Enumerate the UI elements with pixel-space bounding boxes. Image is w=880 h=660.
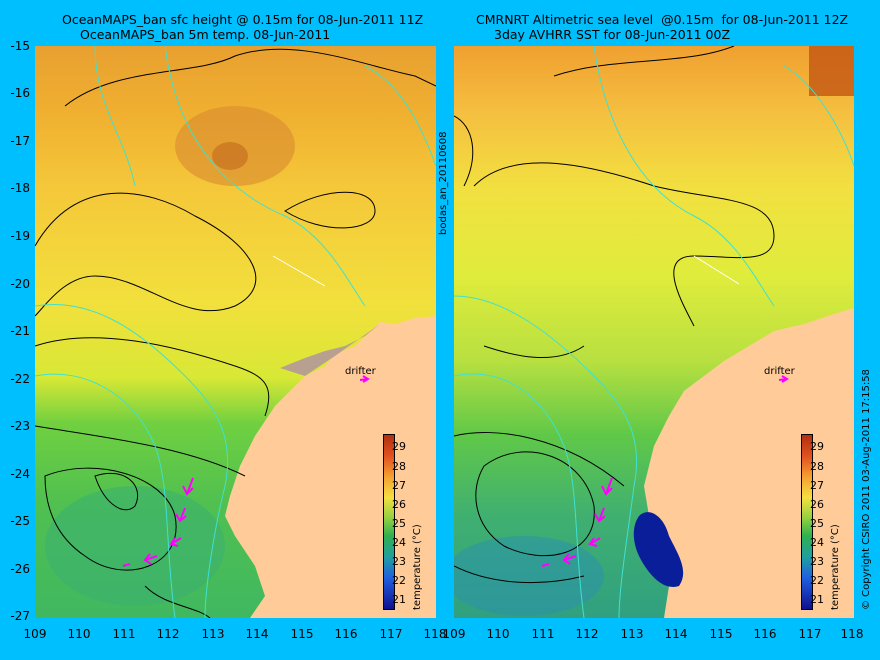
left-drifter-arrow-2 xyxy=(182,477,194,496)
right-hot-patch xyxy=(809,46,854,96)
right-drifter-track xyxy=(541,375,789,567)
lon-tick: 116 xyxy=(334,627,358,641)
right-cb-tick: 28 xyxy=(810,460,824,473)
right-colorbar xyxy=(801,434,813,610)
left-drifter-arrow-4 xyxy=(169,537,182,547)
lat-tick: -16 xyxy=(10,86,30,100)
right-cb-tick: 25 xyxy=(810,517,824,530)
left-title-line1: OceanMAPS_ban sfc height @ 0.15m for 08-… xyxy=(62,12,424,27)
right-drifter-arrow-4 xyxy=(588,537,601,547)
lon-tick: 114 xyxy=(245,627,269,641)
lat-tick: -17 xyxy=(10,134,30,148)
lat-tick: -25 xyxy=(10,514,30,528)
right-title-line2: 3day AVHRR SST for 08-Jun-2011 00Z xyxy=(494,27,731,42)
lat-tick: -18 xyxy=(10,181,30,195)
left-drifter-arrow-5 xyxy=(143,553,158,565)
right-cb-tick: 29 xyxy=(810,440,824,453)
lon-tick: 116 xyxy=(753,627,777,641)
lat-tick: -20 xyxy=(10,277,30,291)
left-cb-tick: 29 xyxy=(392,440,406,453)
left-ssh-contours xyxy=(35,48,436,618)
lat-tick: -24 xyxy=(10,467,30,481)
left-drifter-arrow-6 xyxy=(122,563,131,567)
lon-tick: 111 xyxy=(112,627,136,641)
right-cb-tick: 26 xyxy=(810,498,824,511)
lon-tick: 112 xyxy=(575,627,599,641)
copyright-label: © Copyright CSIRO 2011 03-Aug-2011 17:15… xyxy=(861,369,872,610)
left-drifter-label: drifter xyxy=(345,366,376,377)
lon-tick: 111 xyxy=(531,627,555,641)
lon-tick: 113 xyxy=(620,627,644,641)
right-cb-tick: 24 xyxy=(810,536,824,549)
lat-tick: -26 xyxy=(10,562,30,576)
lon-tick: 118 xyxy=(423,627,447,641)
lat-tick: -23 xyxy=(10,419,30,433)
right-cb-tick: 23 xyxy=(810,555,824,568)
right-cb-tick: 22 xyxy=(810,574,824,587)
right-map-svg xyxy=(454,46,854,618)
left-map-panel: drifter xyxy=(35,46,436,618)
right-transect-line xyxy=(693,255,740,285)
lat-tick: -21 xyxy=(10,324,30,338)
lon-tick: 109 xyxy=(442,627,466,641)
right-drifter-label: drifter xyxy=(764,366,795,377)
left-cool-patch xyxy=(45,486,225,606)
right-drifter-arrow-5 xyxy=(562,553,577,565)
left-cb-tick: 26 xyxy=(392,498,406,511)
right-map-panel: drifter xyxy=(454,46,854,618)
left-transect-line xyxy=(272,255,326,287)
lon-tick: 113 xyxy=(201,627,225,641)
lon-tick: 112 xyxy=(156,627,180,641)
lon-tick: 117 xyxy=(798,627,822,641)
lon-tick: 109 xyxy=(23,627,47,641)
right-colorbar-title: temperature (°C) xyxy=(830,524,841,610)
left-cb-tick: 22 xyxy=(392,574,406,587)
right-title-line1: CMRNRT Altimetric sea level @0.15m for 0… xyxy=(476,12,849,27)
lat-tick: -15 xyxy=(10,39,30,53)
left-colorbar-title: temperature (°C) xyxy=(412,524,423,610)
lon-tick: 114 xyxy=(664,627,688,641)
lon-tick: 115 xyxy=(290,627,314,641)
right-isobaths xyxy=(454,46,854,618)
left-map-svg xyxy=(35,46,436,618)
right-inlet xyxy=(633,512,684,587)
lon-tick: 110 xyxy=(67,627,91,641)
left-isobaths xyxy=(35,46,436,618)
right-ssh-contours xyxy=(454,46,775,584)
lon-tick: 118 xyxy=(840,627,864,641)
right-drifter-arrow-3 xyxy=(594,507,606,523)
lon-tick: 117 xyxy=(379,627,403,641)
lat-tick: -22 xyxy=(10,372,30,386)
left-cb-tick: 27 xyxy=(392,479,406,492)
left-shelf-land xyxy=(280,324,380,376)
left-cb-tick: 25 xyxy=(392,517,406,530)
left-cb-tick: 21 xyxy=(392,593,406,606)
lat-tick: -19 xyxy=(10,229,30,243)
right-drifter-arrow-2 xyxy=(601,477,613,496)
left-drifter-track xyxy=(122,375,370,567)
left-drifter-arrow-1 xyxy=(359,375,370,383)
right-cb-tick: 27 xyxy=(810,479,824,492)
right-drifter-arrow-6 xyxy=(541,563,550,567)
left-title-line2: OceanMAPS_ban 5m temp. 08-Jun-2011 xyxy=(80,27,331,42)
lon-tick: 110 xyxy=(486,627,510,641)
run-id-label: bodas_an_20110608 xyxy=(438,131,449,235)
left-drifter-arrow-3 xyxy=(175,507,187,523)
right-cb-tick: 21 xyxy=(810,593,824,606)
left-cb-tick: 23 xyxy=(392,555,406,568)
right-drifter-arrow-1 xyxy=(778,375,789,383)
lat-tick: -27 xyxy=(10,609,30,623)
lon-tick: 115 xyxy=(709,627,733,641)
left-warm-core xyxy=(212,142,248,170)
left-cb-tick: 28 xyxy=(392,460,406,473)
left-cb-tick: 24 xyxy=(392,536,406,549)
left-colorbar xyxy=(383,434,395,610)
